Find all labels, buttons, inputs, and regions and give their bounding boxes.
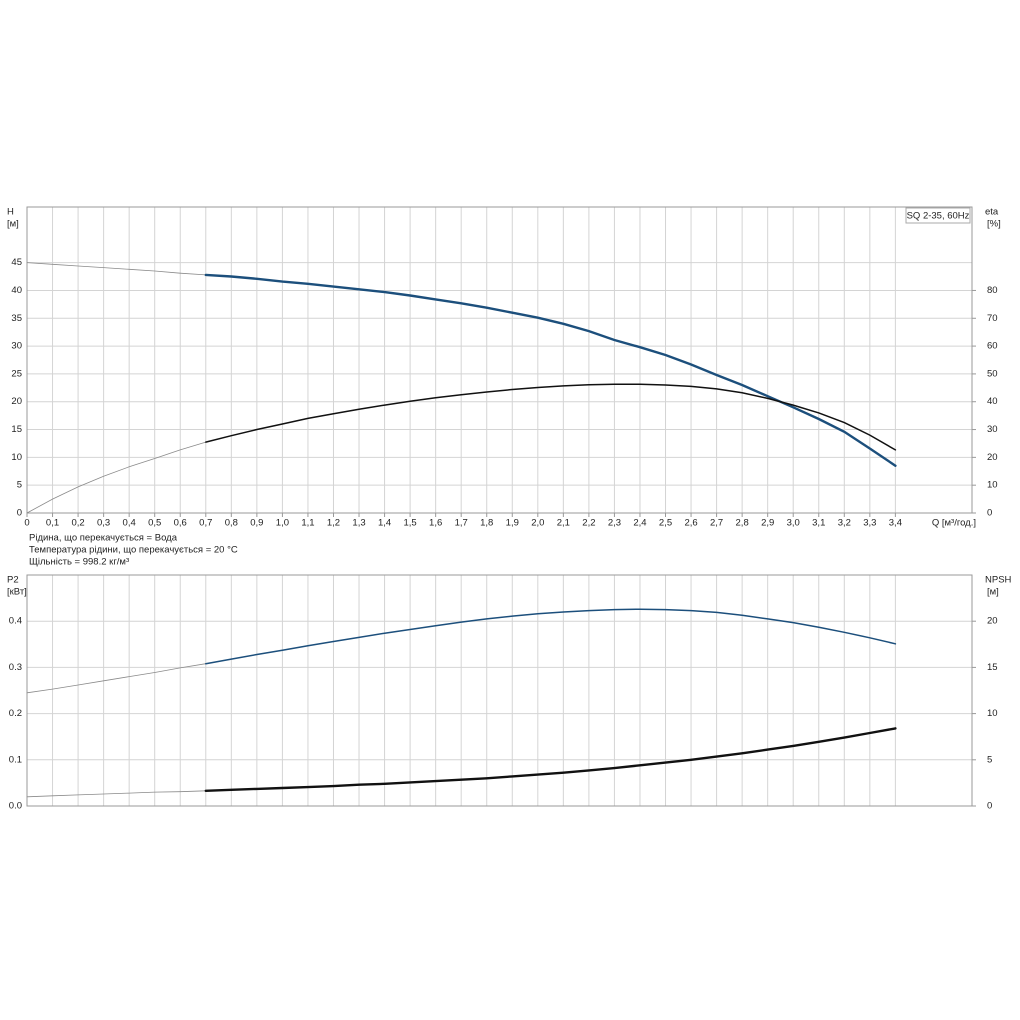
curve: [26, 790, 207, 798]
y-tick-label: 45: [11, 257, 22, 268]
annotation: Щільність = 998.2 кг/м³: [29, 557, 129, 568]
x-tick-label: 2,9: [761, 518, 774, 529]
x-tick-label: 0,2: [71, 518, 84, 529]
x-tick-label: 3,3: [863, 518, 876, 529]
x-tick-label: 1,0: [276, 518, 289, 529]
x-tick-label: 0,5: [148, 518, 161, 529]
y2-axis-unit: [%]: [987, 219, 1001, 230]
y-tick-label: 5: [17, 480, 22, 491]
curve: [26, 663, 207, 694]
curve: [26, 262, 207, 276]
x-tick-label: 1,2: [327, 518, 340, 529]
y2-tick-label: 10: [987, 708, 998, 719]
x-tick-label: 1,9: [506, 518, 519, 529]
x-tick-label: 2,8: [736, 518, 749, 529]
x-axis-label: Q [м³/год.]: [932, 518, 976, 529]
curve: [26, 441, 207, 514]
x-tick-label: 1,3: [352, 518, 365, 529]
y2-tick-label: 0: [987, 801, 992, 812]
x-tick-label: 2,6: [684, 518, 697, 529]
plot-area: [27, 575, 972, 806]
curve: [205, 608, 897, 665]
y2-tick-label: 50: [987, 368, 998, 379]
curve: [204, 727, 897, 792]
y-tick-label: 0.4: [9, 616, 22, 627]
y-tick-label: 30: [11, 341, 22, 352]
x-tick-label: 1,8: [480, 518, 493, 529]
y-tick-label: 35: [11, 313, 22, 324]
y-axis-label: H: [7, 207, 14, 218]
x-tick-label: 0: [24, 518, 29, 529]
x-tick-label: 1,5: [403, 518, 416, 529]
x-tick-label: 1,1: [301, 518, 314, 529]
x-tick-label: 2,5: [659, 518, 672, 529]
x-tick-label: 2,7: [710, 518, 723, 529]
y2-tick-label: 30: [987, 424, 998, 435]
annotation: Рідина, що перекачується = Вода: [29, 533, 178, 544]
y2-tick-label: 20: [987, 616, 998, 627]
y2-tick-label: 5: [987, 754, 992, 765]
x-tick-label: 0,8: [225, 518, 238, 529]
y2-tick-label: 10: [987, 480, 998, 491]
x-tick-label: 0,1: [46, 518, 59, 529]
x-tick-label: 1,4: [378, 518, 391, 529]
x-tick-label: 3,0: [787, 518, 800, 529]
y-tick-label: 0: [17, 508, 22, 519]
plot-frame: [26, 206, 973, 514]
plot-area: [27, 207, 972, 513]
y2-tick-label: 20: [987, 452, 998, 463]
y2-tick-label: 80: [987, 285, 998, 296]
y2-axis-label: NPSH: [985, 575, 1012, 586]
x-tick-label: 2,0: [531, 518, 544, 529]
plot-frame: [26, 574, 973, 807]
legend-label: SQ 2-35, 60Hz: [907, 211, 970, 222]
y-tick-label: 40: [11, 285, 22, 296]
x-tick-label: 2,3: [608, 518, 621, 529]
y-axis-unit: [кВт]: [7, 587, 27, 598]
x-tick-label: 0,9: [250, 518, 263, 529]
x-tick-label: 1,7: [455, 518, 468, 529]
y-tick-label: 15: [11, 424, 22, 435]
y-tick-label: 0.2: [9, 708, 22, 719]
y2-tick-label: 15: [987, 662, 998, 673]
x-tick-label: 1,6: [429, 518, 442, 529]
y2-axis-unit: [м]: [987, 587, 999, 598]
annotation: Температура рідини, що перекачується = 2…: [29, 545, 238, 556]
legend-box: [905, 207, 971, 224]
y2-axis-label: eta: [985, 207, 999, 218]
x-tick-label: 0,4: [123, 518, 136, 529]
y2-tick-label: 60: [987, 341, 998, 352]
x-tick-label: 2,4: [633, 518, 646, 529]
y2-tick-label: 70: [987, 313, 998, 324]
y2-tick-label: 0: [987, 508, 992, 519]
y2-tick-label: 40: [987, 396, 998, 407]
x-tick-label: 2,1: [557, 518, 570, 529]
y-tick-label: 0.1: [9, 754, 22, 765]
x-tick-label: 0,3: [97, 518, 110, 529]
y-tick-label: 0.0: [9, 801, 22, 812]
y-axis-label: P2: [7, 575, 19, 586]
y-tick-label: 0.3: [9, 662, 22, 673]
x-tick-label: 0,6: [174, 518, 187, 529]
curve: [205, 383, 897, 451]
y-axis-unit: [м]: [7, 219, 19, 230]
x-tick-label: 3,1: [812, 518, 825, 529]
y-tick-label: 20: [11, 396, 22, 407]
y-tick-label: 25: [11, 368, 22, 379]
y-tick-label: 10: [11, 452, 22, 463]
x-tick-label: 2,2: [582, 518, 595, 529]
x-tick-label: 0,7: [199, 518, 212, 529]
x-tick-label: 3,2: [838, 518, 851, 529]
x-tick-label: 3,4: [889, 518, 902, 529]
